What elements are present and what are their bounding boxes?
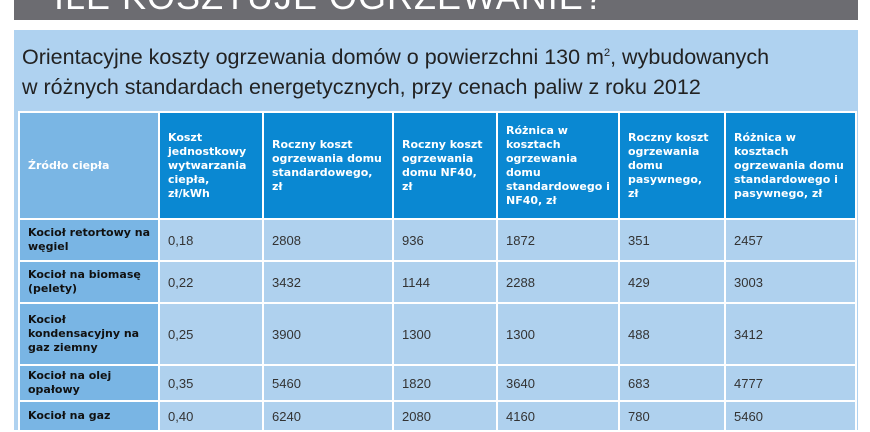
value-cell: 429 [618,260,726,304]
value-cell: 488 [618,302,726,366]
value-cell: 2808 [262,218,394,262]
value-cell: 3003 [724,260,857,304]
caption-text: , wybudowanych [610,45,770,70]
value-cell: 683 [618,364,726,402]
value-cell: 3432 [262,260,394,304]
value-cell: 1820 [392,364,498,402]
heat-source-cell: Kocioł na gaz [18,400,160,432]
title-banner: ILE KOSZTUJE OGRZEWANIE? [14,0,858,20]
heating-cost-table: Źródło ciepła Koszt jednostkowy wytwarzan… [18,111,857,432]
value-cell: 0,18 [158,218,264,262]
banner-title: ILE KOSZTUJE OGRZEWANIE? [54,0,605,18]
value-cell: 5460 [724,400,857,432]
heat-source-cell: Kocioł retortowy na węgiel [18,218,160,262]
column-header: Różnica w kosztach ogrzewania domu stand… [496,111,620,220]
table-caption: Orientacyjne koszty ogrzewania domów o p… [22,38,769,102]
value-cell: 0,40 [158,400,264,432]
value-cell: 4777 [724,364,857,402]
column-header: Roczny koszt ogrzewania domu standardowe… [262,111,394,220]
value-cell: 936 [392,218,498,262]
value-cell: 2457 [724,218,857,262]
value-cell: 6240 [262,400,394,432]
value-cell: 1300 [496,302,620,366]
table-row: Kocioł na gaz 0,40 6240 2080 4160 780 5460 [18,400,857,432]
value-cell: 3412 [724,302,857,366]
heat-source-cell: Kocioł na olej opałowy [18,364,160,402]
value-cell: 780 [618,400,726,432]
value-cell: 1300 [392,302,498,366]
column-header: Koszt jednostkowy wytwarzania ciepła, zł… [158,111,264,220]
value-cell: 0,35 [158,364,264,402]
value-cell: 2288 [496,260,620,304]
column-header: Roczny koszt ogrzewania domu NF40, zł [392,111,498,220]
table-row: Kocioł kondensacyjny na gaz ziemny 0,25 39… [18,302,857,366]
caption-text: Orientacyjne koszty ogrzewania domów o p… [22,45,604,70]
value-cell: 0,25 [158,302,264,366]
heat-source-cell: Kocioł kondensacyjny na gaz ziemny [18,302,160,366]
caption-line2: w różnych standardach energetycznych, pr… [22,75,701,100]
value-cell: 2080 [392,400,498,432]
caption-line1: Orientacyjne koszty ogrzewania domów o p… [22,45,769,69]
header-row: Źródło ciepła Koszt jednostkowy wytwarzan… [18,111,857,220]
value-cell: 0,22 [158,260,264,304]
value-cell: 1144 [392,260,498,304]
column-header: Różnica w kosztach ogrzewania domu stand… [724,111,857,220]
caption-sup: 2 [603,47,611,59]
table-row: Kocioł na olej opałowy 0,35 5460 1820 3640 68… [18,364,857,402]
table-row: Kocioł retortowy na węgiel 0,18 2808 936 187… [18,218,857,262]
value-cell: 5460 [262,364,394,402]
value-cell: 4160 [496,400,620,432]
value-cell: 3640 [496,364,620,402]
value-cell: 1872 [496,218,620,262]
table-row: Kocioł na biomasę (pelety) 0,22 3432 1144 22… [18,260,857,304]
content-panel: Orientacyjne koszty ogrzewania domów o p… [14,30,858,432]
column-header: Roczny koszt ogrzewania domu pasywnego, … [618,111,726,220]
heat-source-cell: Kocioł na biomasę (pelety) [18,260,160,304]
column-header: Źródło ciepła [18,111,160,220]
value-cell: 351 [618,218,726,262]
value-cell: 3900 [262,302,394,366]
